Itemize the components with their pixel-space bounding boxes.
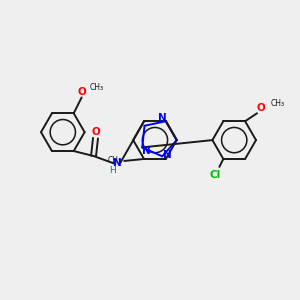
Text: CH₃: CH₃	[107, 157, 122, 166]
Text: O: O	[77, 88, 86, 98]
Text: N: N	[163, 150, 172, 160]
Text: O: O	[91, 127, 100, 137]
Text: N: N	[113, 158, 122, 168]
Text: CH₃: CH₃	[271, 99, 285, 108]
Text: Cl: Cl	[210, 170, 221, 180]
Text: CH₃: CH₃	[90, 83, 104, 92]
Text: N: N	[142, 146, 151, 156]
Text: O: O	[256, 103, 265, 113]
Text: N: N	[158, 113, 166, 123]
Text: H: H	[109, 167, 116, 176]
